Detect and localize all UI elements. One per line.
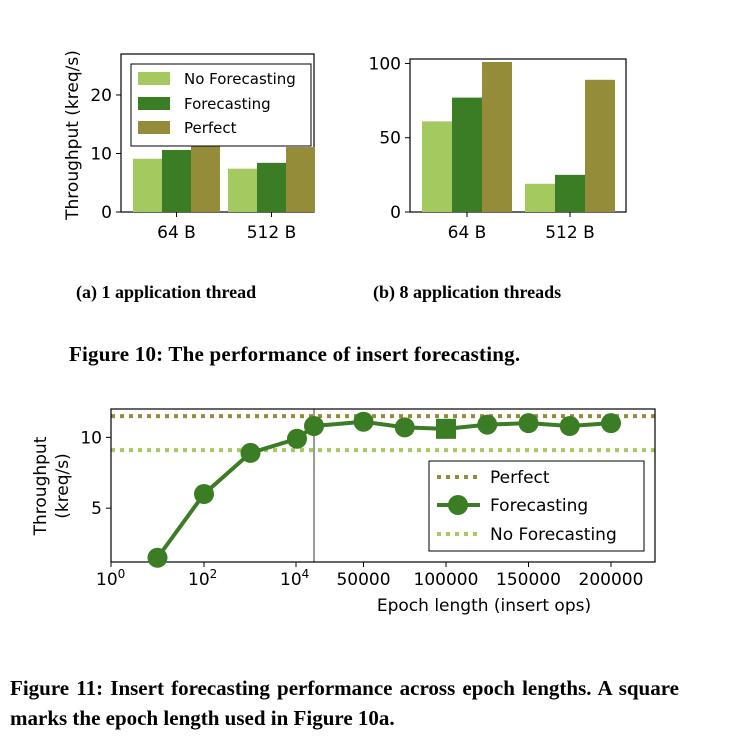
forecasting-point <box>559 416 580 436</box>
bar-no-forecasting-64-b <box>133 158 162 212</box>
forecasting-point <box>394 417 415 438</box>
chart-11-legend: Perfect Forecasting No Forecasting <box>428 460 645 552</box>
y-tick-label: 0 <box>390 203 401 223</box>
legend-swatch-perfect <box>138 121 170 134</box>
bar-no-forecasting-64-b <box>422 121 452 212</box>
bar-perfect-512-b <box>585 79 615 213</box>
y-tick-label: 10 <box>80 428 102 448</box>
legend-label-no-forecasting: No Forecasting <box>490 525 617 545</box>
x-tick-label: 64 B <box>157 223 196 243</box>
chart-11: 5 10 50000 100000 150000 200000 100 102 104 E… <box>31 408 656 616</box>
x-tick-label: 512 B <box>247 223 297 243</box>
forecasting-point <box>287 428 307 449</box>
x-tick-10-4: 104 <box>280 567 309 590</box>
forecasting-point <box>240 442 261 463</box>
chart-11-ylabel-line2: (kreq/s) <box>53 453 73 519</box>
legend-swatch-no-forecasting <box>138 72 170 85</box>
y-tick-label: 20 <box>90 86 112 106</box>
bar-perfect-64-b <box>482 61 512 213</box>
legend-marker-forecasting <box>448 495 468 515</box>
bar-forecasting-512-b <box>555 174 585 212</box>
figure-10-caption: Figure 10: The performance of insert for… <box>69 342 521 366</box>
x-tick-label: 64 B <box>448 223 487 243</box>
chart-10a: 64 B 512 B 0 10 20 Throughput (kreq/s) No Fo… <box>63 50 315 243</box>
forecasting-point <box>353 411 374 432</box>
bar-perfect-512-b <box>286 147 315 212</box>
caption-10a: (a) 1 application thread <box>76 282 257 302</box>
forecasting-point <box>194 484 214 504</box>
x-tick-10-2: 102 <box>188 567 217 590</box>
bar-forecasting-512-b <box>257 162 286 212</box>
legend-label-perfect: Perfect <box>490 468 550 488</box>
y-tick-label: 10 <box>90 144 112 164</box>
bar-no-forecasting-512-b <box>525 183 555 212</box>
chart-10a-legend: No Forecasting Forecasting Perfect <box>130 63 312 147</box>
legend-label-perfect: Perfect <box>184 119 237 137</box>
forecasting-point <box>477 414 498 435</box>
x-tick-label: 200000 <box>579 570 644 590</box>
chart-11-frame <box>110 408 656 563</box>
chart-10b: 64 B 512 B 0 50 100 <box>369 54 627 243</box>
bar-forecasting-64-b <box>162 149 191 212</box>
bar-perfect-64-b <box>191 144 220 212</box>
bar-no-forecasting-512-b <box>228 168 257 212</box>
x-tick-label: 50000 <box>336 570 390 590</box>
y-tick-label: 0 <box>101 203 112 223</box>
x-tick-10-0: 100 <box>96 567 125 590</box>
forecasting-square-marker <box>436 418 456 439</box>
y-tick-label: 5 <box>91 499 102 519</box>
legend-label-forecasting: Forecasting <box>490 496 588 516</box>
legend-swatch-forecasting <box>138 97 170 110</box>
bar-forecasting-64-b <box>452 97 482 212</box>
y-tick-label: 50 <box>379 129 401 149</box>
legend-label-forecasting: Forecasting <box>184 95 271 113</box>
caption-10b: (b) 8 application threads <box>373 282 562 302</box>
x-tick-label: 100000 <box>414 570 479 590</box>
legend-label-no-forecasting: No Forecasting <box>184 70 296 88</box>
forecasting-point <box>601 413 621 434</box>
chart-11-ylabel-line1: Throughput <box>31 436 51 536</box>
x-tick-label: 150000 <box>496 570 561 590</box>
chart-11-xlabel: Epoch length (insert ops) <box>377 596 591 616</box>
chart-10a-ylabel: Throughput (kreq/s) <box>63 50 83 221</box>
log-x-ticks: 100 102 104 <box>96 562 309 590</box>
forecasting-point <box>304 416 324 436</box>
chart-10b-frame <box>409 58 627 213</box>
y-tick-label: 100 <box>369 54 401 74</box>
figure-11-caption: Figure 11: Insert forecasting performanc… <box>10 676 679 730</box>
forecasting-point <box>518 413 539 434</box>
forecasting-point <box>147 547 168 568</box>
x-tick-label: 512 B <box>545 223 595 243</box>
